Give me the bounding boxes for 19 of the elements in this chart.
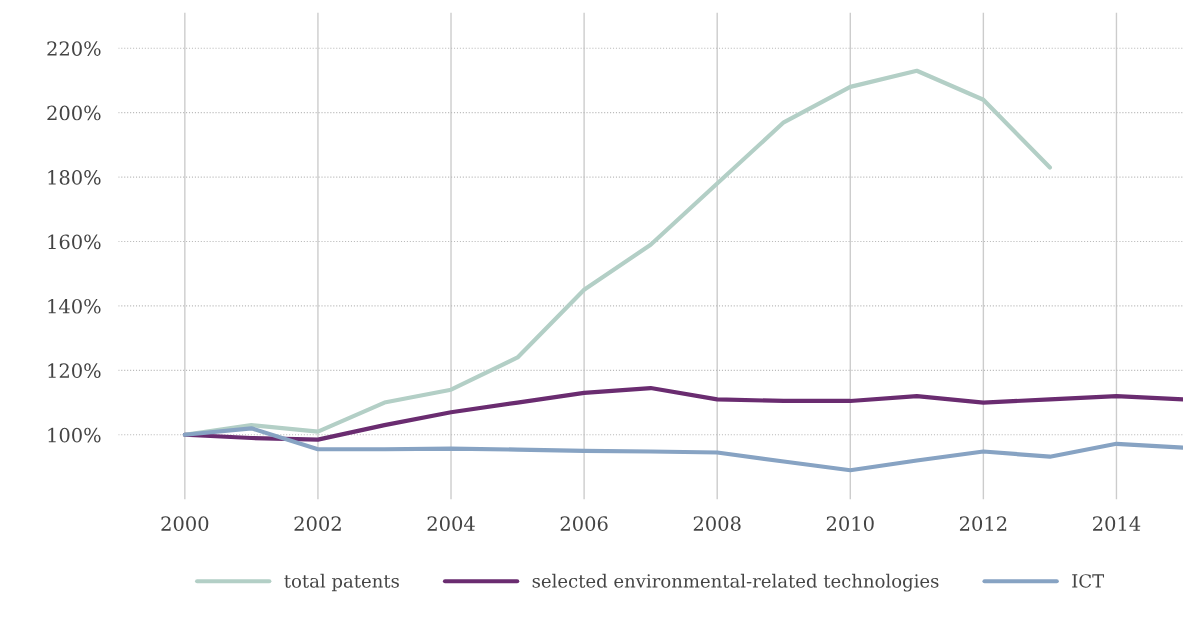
x-tick-label: 2000 — [161, 516, 209, 531]
y-tick-label: 160% — [48, 234, 101, 250]
legend-label: ICT — [1072, 574, 1105, 588]
y-tick-label: 140% — [48, 298, 101, 314]
y-tick-label: 200% — [47, 105, 101, 121]
y-tick-label: 220% — [47, 41, 101, 56]
legend-label: selected environmental-related technologies — [532, 573, 939, 592]
legend-label: total patents — [284, 573, 399, 592]
y-tick-label: 120% — [48, 363, 101, 379]
y-tick-label: 180% — [48, 170, 101, 185]
x-tick-label: 2012 — [959, 516, 1007, 531]
x-tick-label: 2006 — [560, 516, 608, 531]
x-tick-label: 2004 — [427, 516, 475, 531]
y-tick-label: 100% — [48, 427, 101, 443]
x-tick-label: 2002 — [294, 516, 341, 531]
x-tick-label: 2010 — [826, 516, 874, 531]
x-tick-label: 2008 — [693, 516, 741, 531]
x-tick-label: 2014 — [1093, 516, 1141, 531]
line-series — [182, 426, 1183, 473]
